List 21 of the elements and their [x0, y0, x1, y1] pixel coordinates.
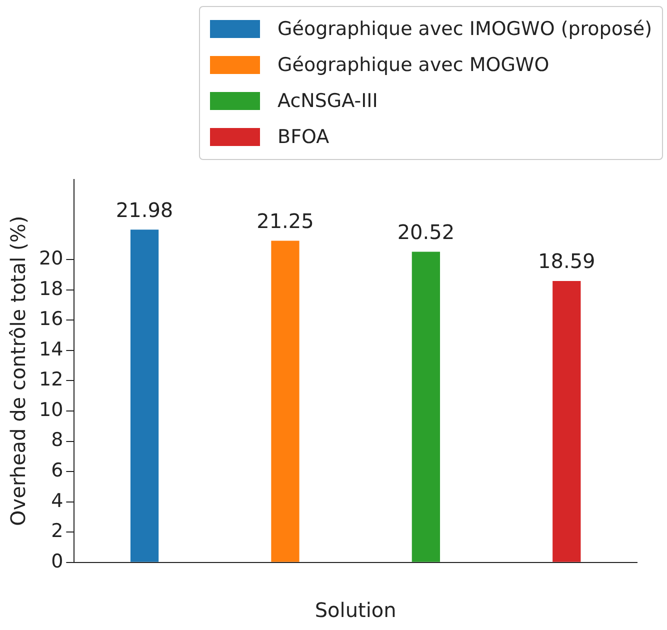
data-label: 21.98: [116, 198, 174, 222]
y-tick-label: 20: [38, 248, 64, 270]
y-tick-label: 2: [51, 520, 64, 542]
legend-label: Géographique avec IMOGWO (proposé): [278, 18, 652, 40]
y-tick-label: 12: [38, 368, 64, 391]
data-label: 20.52: [397, 220, 455, 244]
y-tick-label: 8: [51, 429, 64, 452]
legend-label: BFOA: [278, 126, 330, 148]
data-label: 18.59: [538, 249, 596, 274]
legend-label: AcNSGA-III: [278, 90, 378, 112]
x-axis-title: Solution: [314, 598, 396, 622]
y-tick-label: 10: [38, 398, 64, 421]
y-tick-label: 18: [38, 278, 64, 300]
data-label: 21.25: [256, 208, 314, 233]
legend-label: Géographique avec MOGWO: [278, 54, 550, 76]
y-tick-label: 6: [51, 460, 64, 482]
y-tick-label: 0: [51, 550, 64, 572]
y-tick-label: 4: [51, 490, 64, 512]
y-tick-label: 14: [38, 338, 64, 360]
y-axis-title: Overhead de contrôle total (%): [6, 216, 30, 526]
y-tick-label: 16: [38, 308, 64, 330]
